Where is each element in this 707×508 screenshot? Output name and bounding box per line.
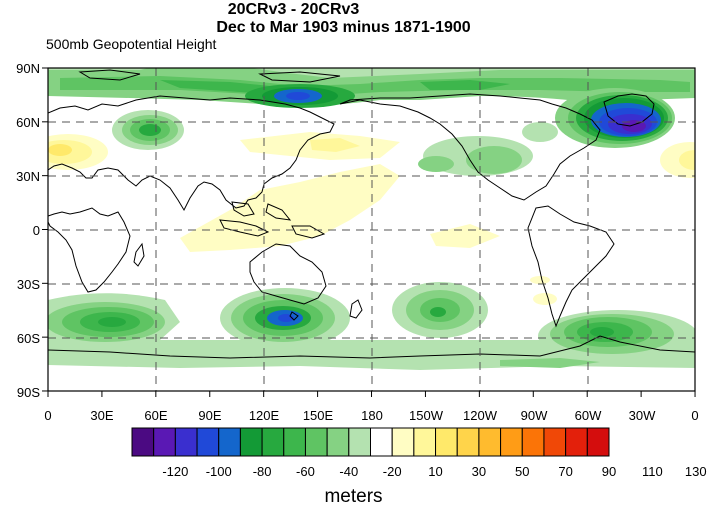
colorbar-swatch bbox=[153, 427, 176, 457]
colorbar-swatch bbox=[413, 427, 437, 457]
colorbar-label: 110 bbox=[642, 464, 663, 479]
colorbar bbox=[131, 427, 610, 457]
lon-label-90e: 90E bbox=[198, 408, 221, 423]
lon-label-60w: 60W bbox=[575, 408, 602, 423]
lon-label-90w: 90W bbox=[521, 408, 548, 423]
colorbar-swatch bbox=[348, 427, 371, 457]
grid-lines bbox=[48, 68, 695, 391]
colorbar-swatch bbox=[196, 427, 220, 457]
colorbar-swatch bbox=[326, 427, 350, 457]
coastlines bbox=[48, 69, 695, 359]
colorbar-swatch bbox=[304, 427, 328, 457]
colorbar-label: -100 bbox=[206, 464, 232, 479]
colorbar-label: -80 bbox=[253, 464, 272, 479]
colorbar-swatch bbox=[565, 427, 588, 457]
colorbar-label: -60 bbox=[296, 464, 315, 479]
colorbar-swatch bbox=[131, 427, 155, 457]
anomaly-field bbox=[48, 68, 695, 391]
colorbar-swatch bbox=[478, 427, 502, 457]
lat-label-60n: 60N bbox=[16, 115, 40, 130]
colorbar-swatch bbox=[521, 427, 545, 457]
lat-label-30n: 30N bbox=[16, 169, 40, 184]
colorbar-swatch bbox=[261, 427, 285, 457]
lon-label-0-east: 0 bbox=[691, 408, 698, 423]
colorbar-labels: -120 -100 -80 -60 -40 -20 10 30 50 70 90 110 130 bbox=[162, 464, 706, 479]
lon-label-150e: 150E bbox=[303, 408, 334, 423]
colorbar-swatch bbox=[543, 427, 567, 457]
lon-label-180: 180 bbox=[361, 408, 383, 423]
lon-label-60e: 60E bbox=[144, 408, 167, 423]
lon-tick-marks bbox=[47, 391, 696, 397]
title-line-2: Dec to Mar 1903 minus 1871-1900 bbox=[216, 19, 471, 36]
colorbar-swatch bbox=[391, 427, 415, 457]
lon-label-0: 0 bbox=[44, 408, 51, 423]
colorbar-swatch bbox=[283, 427, 306, 457]
lon-label-150w: 150W bbox=[409, 408, 444, 423]
map-subtitle: 500mb Geopotential Height bbox=[46, 36, 217, 52]
colorbar-swatch bbox=[586, 427, 610, 457]
lat-label-90s: 90S bbox=[17, 385, 40, 400]
colorbar-swatch bbox=[239, 427, 263, 457]
colorbar-swatch bbox=[435, 427, 458, 457]
colorbar-label: -20 bbox=[383, 464, 402, 479]
lon-label-30w: 30W bbox=[629, 408, 656, 423]
lat-label-0: 0 bbox=[33, 223, 40, 238]
lat-label-60s: 60S bbox=[17, 331, 40, 346]
colorbar-label: 130 bbox=[685, 464, 707, 479]
colorbar-label: 30 bbox=[472, 464, 486, 479]
colorbar-label: 70 bbox=[558, 464, 572, 479]
colorbar-swatch bbox=[370, 427, 393, 457]
colorbar-label: 10 bbox=[428, 464, 442, 479]
lat-label-30s: 30S bbox=[17, 277, 40, 292]
colorbar-units: meters bbox=[324, 486, 383, 507]
lat-label-90n: 90N bbox=[16, 61, 40, 76]
colorbar-label: 50 bbox=[515, 464, 529, 479]
colorbar-swatch bbox=[174, 427, 198, 457]
title-line-1: 20CRv3 - 20CRv3 bbox=[227, 1, 360, 18]
colorbar-swatch bbox=[456, 427, 480, 457]
colorbar-label: -40 bbox=[339, 464, 358, 479]
lon-label-30e: 30E bbox=[90, 408, 113, 423]
lat-tick-marks bbox=[42, 67, 48, 392]
colorbar-swatch bbox=[218, 427, 241, 457]
colorbar-label: -120 bbox=[162, 464, 188, 479]
colorbar-label: 90 bbox=[602, 464, 616, 479]
lon-label-120e: 120E bbox=[249, 408, 280, 423]
lon-label-120w: 120W bbox=[463, 408, 498, 423]
colorbar-swatch bbox=[500, 427, 523, 457]
